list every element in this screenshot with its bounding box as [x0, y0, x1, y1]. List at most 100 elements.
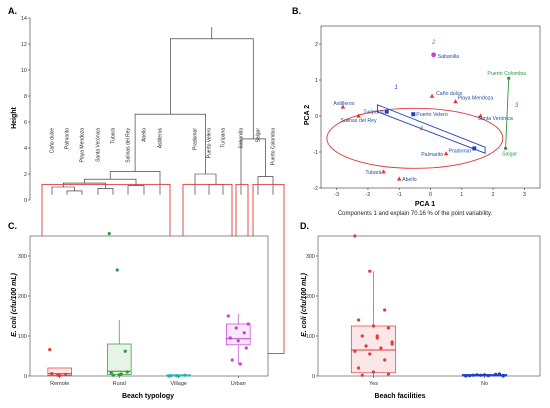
dendrogram-leaf-label: Palmarito: [65, 128, 71, 149]
dendrogram-leaf-label: Abello: [142, 128, 148, 142]
dendrogram-link: [257, 176, 274, 195]
typology-point: [115, 268, 119, 272]
pca-point-label: Caño dulce: [436, 91, 462, 97]
facilities-point: [364, 344, 368, 348]
pca-point-label: Salgar: [502, 151, 517, 157]
pca-point: [443, 151, 449, 156]
facilities-point: [360, 373, 364, 377]
typology-point: [109, 371, 113, 375]
dendrogram-y-tick-label: 4: [24, 146, 27, 152]
typology-point: [58, 374, 62, 378]
pca-point: [384, 109, 389, 114]
pca-x-tick-label: -1: [397, 192, 402, 198]
dendrogram-leaf-label: Santa Verónica: [96, 128, 102, 162]
facilities-y-tick-label: 200: [306, 294, 315, 300]
typology-y-tick-label: 200: [18, 294, 27, 300]
typology-boxplot-panel: Beach typology E. coli (cfu/100 mL) 0 100…: [11, 232, 269, 400]
dendrogram-y-tick-label: 0: [24, 198, 27, 204]
dendrogram-leaf-label: Salgar: [256, 128, 262, 143]
pca-caption: Components 1 and explain 70.16 % of the …: [338, 211, 493, 217]
pca-point-label: Abello: [402, 177, 417, 183]
pca-x-tick-label: 0: [429, 192, 432, 198]
typology-x-tick-label: Rural: [113, 381, 126, 387]
dendrogram-leaf-label: Playa Mendoza: [80, 128, 86, 163]
facilities-ylabel: E. coli (cfu/100 mL): [301, 272, 308, 336]
dendrogram-leaf-label: Pradomar: [193, 128, 199, 150]
facilities-point: [482, 373, 487, 377]
panel-letter-d: D.: [300, 221, 309, 231]
facilities-point: [475, 373, 479, 377]
typology-y-tick-label: 100: [18, 334, 27, 340]
typology-point: [169, 374, 173, 378]
typology-point: [64, 372, 68, 376]
pca-y-tick-label: 0: [315, 114, 318, 120]
dendrogram-link: [66, 190, 83, 195]
typology-box: [226, 323, 251, 346]
typology-y-tick-label: 300: [18, 254, 27, 260]
dendrogram-ylabel: Height: [11, 106, 18, 128]
pca-x-tick-label: 2: [492, 192, 495, 198]
facilities-point: [467, 374, 472, 378]
facilities-point: [383, 358, 387, 362]
pca-y-tick-label: 2: [315, 42, 318, 48]
typology-point: [230, 358, 234, 362]
typology-x-tick-label: Village: [171, 381, 187, 387]
dendrogram-leaf-label: Sabanilla: [239, 128, 245, 149]
pca-point-label: Pradomar: [449, 148, 472, 154]
pca-point-label: Puerto Colombia: [487, 71, 526, 77]
typology-box: [106, 343, 132, 375]
facilities-point: [464, 374, 468, 378]
facilities-y-tick-label: 0: [312, 374, 315, 380]
typology-frame: [29, 235, 269, 377]
pca-ylabel: PCA 2: [304, 105, 311, 125]
typology-point: [48, 348, 52, 352]
facilities-point: [353, 234, 357, 238]
dendrogram-y-tick-label: 6: [24, 120, 27, 126]
panel-letter-b: B.: [292, 6, 301, 16]
pca-xlabel: PCA 1: [415, 201, 435, 208]
dendrogram-leaf-label: Puerto Colombia: [271, 128, 277, 165]
facilities-point: [486, 374, 490, 378]
pca-point-label: Astilleros: [333, 101, 354, 107]
pca-y-tick-label: -2: [313, 186, 318, 192]
facilities-point: [497, 372, 502, 376]
facilities-point: [368, 269, 372, 273]
pca-group-number: 4: [419, 126, 423, 132]
typology-point: [177, 374, 181, 378]
typology-point: [238, 362, 242, 366]
pca-point: [396, 176, 402, 181]
dendrogram-y-tick-label: 8: [24, 94, 27, 100]
facilities-point: [368, 352, 372, 356]
pca-group-band: [376, 104, 486, 154]
pca-x-tick-label: 1: [460, 192, 463, 198]
facilities-y-tick-label: 300: [306, 254, 315, 260]
facilities-boxplot-panel: Beach facilities E. coli (cfu/100 mL) 0 1…: [301, 234, 541, 400]
typology-point: [107, 232, 111, 236]
dendrogram-link: [208, 184, 224, 195]
pca-point: [453, 99, 458, 104]
facilities-point: [375, 334, 379, 338]
facilities-point: [371, 324, 376, 328]
facilities-point: [360, 334, 364, 338]
pca-point-label: Playa Mendoza: [458, 96, 494, 102]
typology-point: [226, 314, 230, 318]
typology-point: [236, 339, 240, 343]
typology-point: [123, 349, 127, 353]
facilities-x-tick-label: Yes: [369, 381, 378, 387]
pca-y-tick-label: -1: [313, 150, 318, 156]
facilities-point: [371, 370, 376, 374]
dendrogram-link: [62, 182, 106, 189]
pca-point-label: Salinas del Rey: [341, 118, 377, 124]
facilities-y-tick-label: 100: [306, 334, 315, 340]
dendrogram-y-tick-label: 2: [24, 172, 27, 178]
pca-y-tick-label: 1: [315, 78, 318, 84]
panel-letter-c: C.: [8, 221, 17, 231]
panel-letter-a: A.: [8, 6, 17, 16]
facilities-xlabel: Beach facilities: [375, 393, 426, 400]
facilities-point: [383, 308, 387, 312]
dendrogram-link: [109, 171, 161, 195]
facilities-point: [356, 366, 361, 370]
typology-xlabel: Beach typology: [122, 393, 174, 400]
pca-point-label: Tubará: [365, 170, 381, 176]
facilities-point: [494, 372, 498, 376]
